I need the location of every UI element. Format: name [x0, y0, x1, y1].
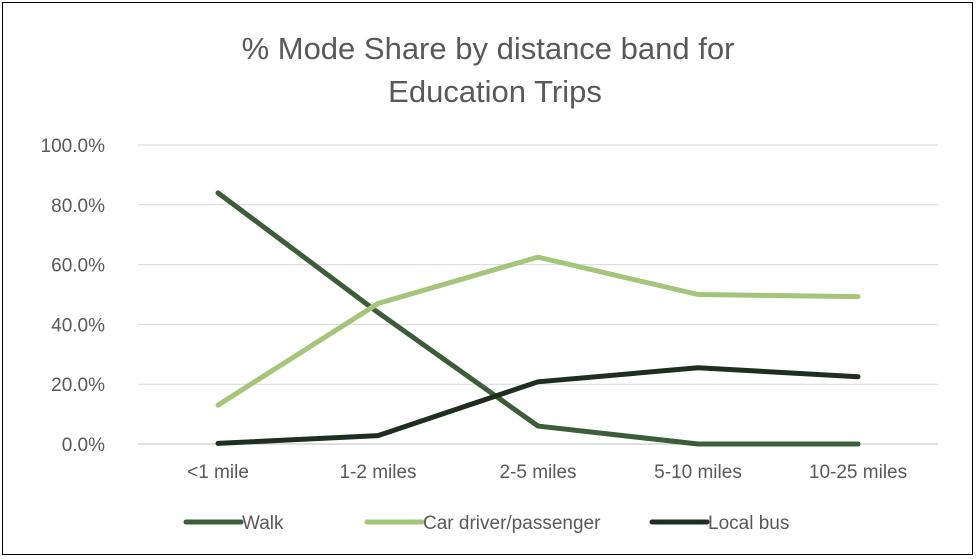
series-line	[215, 254, 861, 408]
x-tick-label: 1-2 miles	[339, 462, 416, 483]
x-tick-label: 5-10 miles	[654, 462, 742, 483]
y-axis-ticks: 0.0% 20.0% 40.0% 60.0% 80.0% 100.0%	[41, 136, 106, 456]
chart-title-line-1: % Mode Share by distance band for	[242, 31, 735, 66]
legend-label: Walk	[242, 513, 284, 534]
series-line	[215, 365, 861, 446]
y-tick-label: 0.0%	[62, 435, 105, 456]
series-line	[215, 190, 861, 447]
y-tick-label: 40.0%	[51, 315, 105, 336]
y-tick-label: 100.0%	[41, 136, 106, 157]
legend-label: Car driver/passenger	[423, 513, 601, 534]
legend: Walk Car driver/passenger Local bus	[183, 513, 789, 534]
chart-title-line-2: Education Trips	[388, 74, 602, 109]
y-tick-label: 80.0%	[51, 196, 105, 217]
y-tick-label: 20.0%	[51, 375, 105, 396]
y-tick-label: 60.0%	[51, 256, 105, 277]
x-tick-label: 10-25 miles	[809, 462, 907, 483]
x-tick-label: 2-5 miles	[499, 462, 576, 483]
x-tick-label: <1 mile	[187, 462, 249, 483]
legend-label: Local bus	[708, 513, 789, 534]
x-axis-ticks: <1 mile 1-2 miles 2-5 miles 5-10 miles 10-25…	[187, 462, 907, 483]
series-lines	[215, 190, 861, 447]
